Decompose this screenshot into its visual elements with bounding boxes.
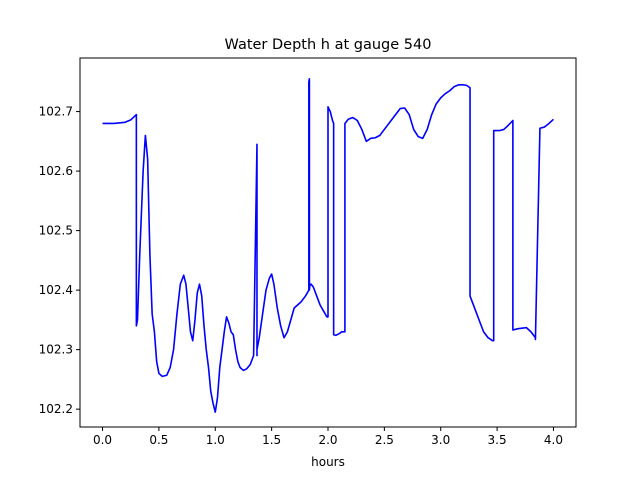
y-tick-label: 102.3 — [39, 343, 73, 357]
y-tick-label: 102.5 — [39, 224, 73, 238]
x-tick-label: 2.0 — [318, 433, 337, 447]
x-tick-label: 2.5 — [375, 433, 394, 447]
series-line-water-depth — [102, 78, 554, 413]
x-tick-label: 1.5 — [262, 433, 281, 447]
x-tick-label: 0.0 — [93, 433, 112, 447]
x-tick-label: 3.5 — [488, 433, 507, 447]
y-tick-label: 102.4 — [39, 283, 73, 297]
x-axis-label: hours — [311, 455, 345, 469]
x-tick-label: 4.0 — [544, 433, 563, 447]
chart-title: Water Depth h at gauge 540 — [225, 37, 432, 53]
x-tick-label: 1.0 — [206, 433, 225, 447]
x-tick-label: 0.5 — [149, 433, 168, 447]
x-axis: 0.0 0.5 1.0 1.5 2.0 2.5 3.0 3.5 4.0 — [93, 427, 563, 447]
x-tick-label: 3.0 — [431, 433, 450, 447]
y-tick-label: 102.7 — [39, 105, 73, 119]
y-tick-label: 102.2 — [39, 402, 73, 416]
y-tick-label: 102.6 — [39, 164, 73, 178]
y-axis: 102.2 102.3 102.4 102.5 102.6 102.7 — [39, 105, 80, 416]
